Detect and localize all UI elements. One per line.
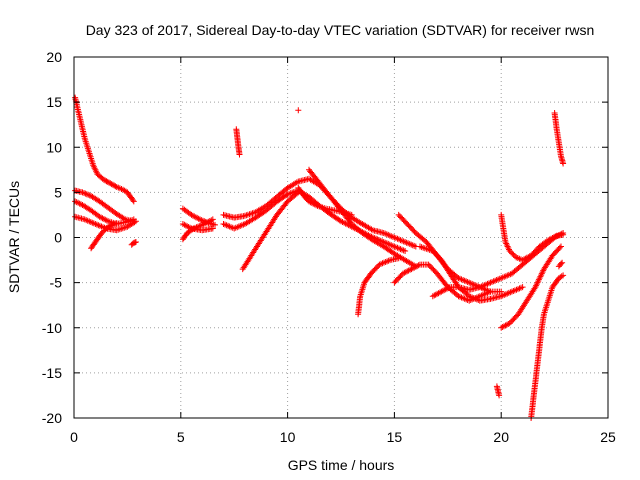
series-mid-slope [306,166,419,270]
data-point [194,223,201,230]
data-point [558,260,564,267]
data-point [395,255,402,262]
x-tick-label: 5 [177,429,185,445]
data-point [283,192,290,199]
data-point [131,219,138,226]
data-point [190,225,197,232]
series-late-high [551,110,567,167]
series-late-tail [555,259,566,270]
data-point [112,220,119,227]
data-point [196,223,203,230]
data-point [113,220,120,227]
y-tick-label: -20 [42,410,62,426]
series-drop-13 [355,255,402,318]
data-point [209,225,216,232]
series-late-spike [498,211,567,264]
series-late-curve [498,243,564,331]
data-point [496,392,503,399]
x-tick-label: 20 [493,429,509,445]
data-point [195,215,202,222]
data-point [103,217,110,224]
y-tick-label: -5 [50,275,63,291]
series-early-low [72,213,139,234]
data-point [132,218,139,225]
y-axis-label: SDTVAR / TECUs [6,181,22,293]
series-early-decay [72,94,137,205]
series-morning-spike [233,126,243,158]
y-tick-label: 10 [46,139,62,155]
y-tick-label: -15 [42,365,62,381]
data-point [295,107,302,114]
series-late-plunge [528,272,567,421]
y-tick-label: 15 [46,94,62,110]
x-tick-label: 25 [600,429,616,445]
grid [74,57,608,418]
data-point [105,223,112,230]
series-ramp-4 [295,184,355,218]
data-point [81,190,87,196]
data-point [558,273,565,280]
data-point [106,223,113,230]
data-point [559,259,566,266]
series-early-tail [128,239,139,248]
axis-ticks [73,56,609,419]
series-ramp-3 [239,189,302,273]
y-tick-label: 20 [46,49,62,65]
series-afternoon-4 [429,230,567,300]
data-point [130,198,137,205]
series-ramp-1 [220,175,419,250]
data-point [558,243,564,250]
data-point [129,197,136,204]
y-tick-label: 5 [54,184,62,200]
data-point [76,200,83,207]
data-point [101,227,108,234]
data-points [72,94,567,421]
x-tick-label: 0 [70,429,78,445]
y-tick-label: 0 [54,230,62,246]
series-afternoon-2 [391,261,494,304]
data-point [82,190,89,197]
data-point [108,181,115,188]
series-early-mid-1 [72,187,137,225]
series-morning-3 [179,216,216,243]
data-point [556,244,563,251]
data-point [209,216,216,223]
x-tick-label: 10 [280,429,296,445]
data-point [197,216,203,223]
data-point [560,231,567,238]
x-axis-label: GPS time / hours [288,457,395,473]
data-point [348,211,355,218]
data-point [110,221,117,228]
data-point [560,160,567,167]
data-point [402,248,409,254]
data-point [506,248,513,254]
data-point [193,224,200,231]
data-point [236,151,243,158]
data-point [108,222,114,229]
series-late-dip [493,383,503,399]
y-tick-label: -10 [42,320,62,336]
data-point [560,272,567,279]
data-point [510,251,517,258]
series-afternoon-3 [417,243,526,304]
data-point [104,178,111,185]
chart-title: Day 323 of 2017, Sidereal Day-to-day VTE… [86,22,595,38]
data-point [212,221,218,228]
data-point [552,233,559,240]
series-early-mid-2 [72,198,137,227]
data-point [415,262,422,269]
data-point [519,284,526,291]
x-tick-label: 15 [387,429,403,445]
series-outlier-10.5 [295,107,302,114]
data-point [313,202,320,209]
data-point [112,183,119,190]
data-point [83,191,90,198]
data-point [487,288,494,295]
tick-labels: 0 5 10 15 20 25 -20 -15 -10 -5 0 5 10 15 20 [42,49,616,445]
series-early-rise [88,220,120,252]
data-point [445,284,452,291]
data-point [132,239,139,245]
